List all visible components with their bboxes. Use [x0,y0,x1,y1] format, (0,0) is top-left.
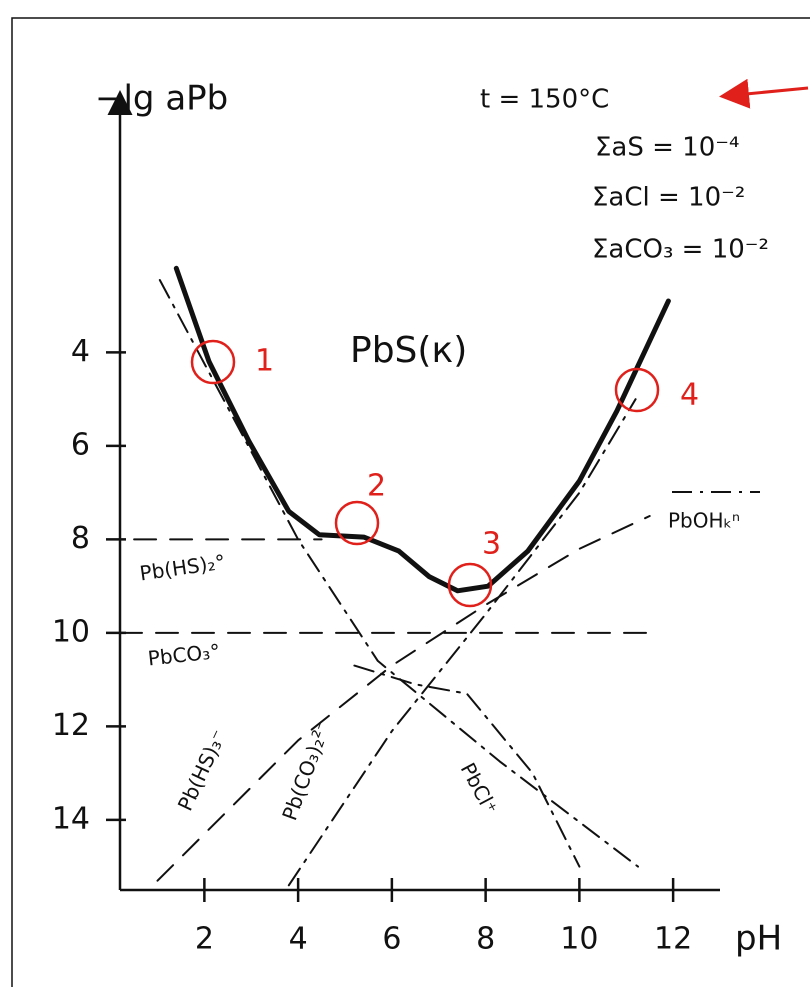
x-tick-label: 2 [195,922,214,957]
condition-label: ΣaCO₃ = 10⁻² [592,235,769,265]
chart: −lg aPb pH PbS(к) 24681012468101214Pb(HS… [0,0,810,987]
x-tick-label: 8 [476,922,495,957]
y-tick-label: 12 [52,708,90,743]
y-tick-label: 6 [71,427,90,462]
marker-label: 2 [367,469,386,504]
y-tick-label: 8 [71,521,90,556]
species-label: Pb(CO₃)₂²⁻ [277,717,335,824]
red-arrow [725,88,808,96]
x-tick-label: 4 [289,922,308,957]
species-label: Pb(HS)₂° [138,550,227,586]
marker-label: 3 [482,527,501,562]
y-tick-label: 4 [71,334,90,369]
species-curve [158,516,650,881]
condition-label: ΣaCl = 10⁻² [592,183,745,213]
region-label: PbS(к) [350,330,467,371]
y-tick-label: 14 [52,801,90,836]
species-label: PbCO₃° [147,639,222,670]
marker-label: 4 [680,378,699,413]
marker-circle [616,369,658,411]
page: {"chart_data": { "type": "line", "y_labe… [0,0,810,987]
species-label: PbCl⁺ [456,759,503,819]
x-tick-label: 10 [560,922,598,957]
frame [12,18,810,987]
species-label: PbOHₖⁿ [668,509,740,533]
species-label: Pb(HS)₃⁻ [173,726,231,815]
condition-label: t = 150°C [480,85,609,115]
y-tick-label: 10 [52,614,90,649]
x-tick-label: 6 [382,922,401,957]
x-tick-label: 12 [654,922,692,957]
y-axis-label: −lg aPb [95,79,228,119]
condition-label: ΣaS = 10⁻⁴ [595,133,739,163]
marker-circle [192,341,234,383]
x-axis-label: pH [735,919,782,959]
marker-label: 1 [255,344,274,379]
